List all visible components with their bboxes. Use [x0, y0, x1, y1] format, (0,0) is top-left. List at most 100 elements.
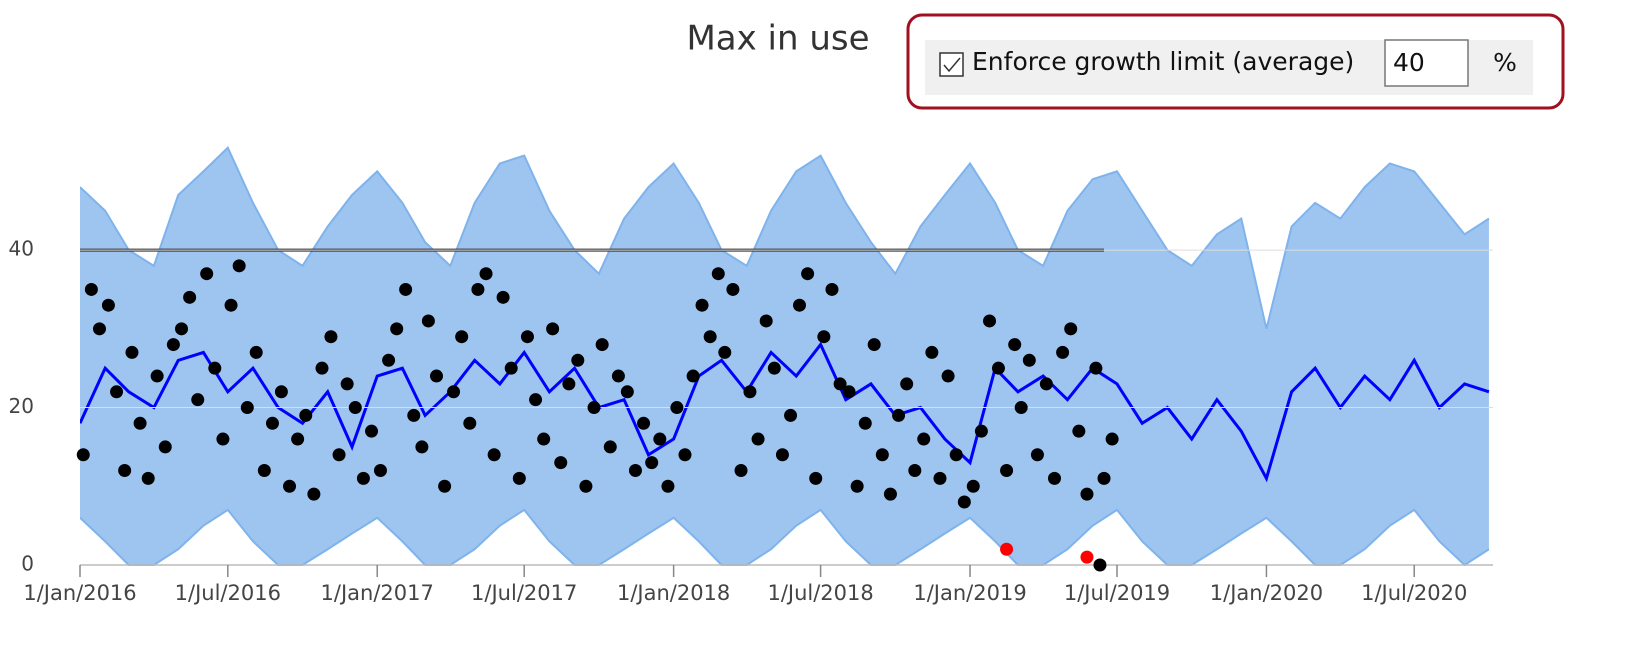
y-tick-label: 20 — [9, 394, 34, 418]
checkbox-label: Enforce growth limit (average) — [972, 47, 1354, 76]
data-point — [949, 448, 963, 462]
data-point — [653, 432, 667, 446]
data-point — [110, 385, 124, 399]
data-point — [645, 456, 659, 470]
x-tick-label: 1/Jan/2018 — [617, 581, 730, 605]
data-point — [92, 322, 106, 336]
data-point — [1080, 550, 1094, 564]
data-point — [966, 479, 980, 493]
data-point — [875, 448, 889, 462]
data-point — [670, 401, 684, 415]
data-point — [767, 361, 781, 375]
data-point — [784, 408, 798, 422]
data-point — [1039, 377, 1053, 391]
data-point — [695, 298, 709, 312]
x-tick-label: 1/Jan/2017 — [321, 581, 434, 605]
data-point — [455, 330, 469, 344]
data-point — [365, 424, 379, 438]
data-point — [348, 401, 362, 415]
data-point — [307, 487, 321, 501]
data-point — [833, 377, 847, 391]
data-point — [529, 393, 543, 407]
data-point — [1047, 471, 1061, 485]
limit-input[interactable] — [1384, 39, 1469, 87]
x-tick-label: 1/Jan/2016 — [23, 581, 136, 605]
data-point — [703, 330, 717, 344]
data-point — [603, 440, 617, 454]
checkbox[interactable] — [939, 52, 964, 77]
data-point — [274, 385, 288, 399]
data-point — [900, 377, 914, 391]
y-tick-label: 0 — [21, 552, 34, 576]
data-point — [974, 424, 988, 438]
data-point — [265, 416, 279, 430]
data-point — [1000, 542, 1014, 556]
data-point — [191, 393, 205, 407]
data-point — [587, 401, 601, 415]
data-point — [520, 330, 534, 344]
plot-area — [80, 146, 1490, 566]
data-point — [166, 338, 180, 352]
data-point — [1022, 353, 1036, 367]
data-point — [283, 479, 297, 493]
x-tick-label: 1/Jul/2016 — [175, 581, 281, 605]
data-point — [678, 448, 692, 462]
data-point — [620, 385, 634, 399]
data-point — [1014, 401, 1028, 415]
data-point — [792, 298, 806, 312]
data-point — [407, 408, 421, 422]
data-point — [125, 345, 139, 359]
range-upper-edge — [80, 146, 1490, 330]
data-point — [208, 361, 222, 375]
data-point — [1008, 338, 1022, 352]
data-point — [825, 282, 839, 296]
data-point — [504, 361, 518, 375]
data-point — [1105, 432, 1119, 446]
data-point — [546, 322, 560, 336]
data-point — [809, 471, 823, 485]
data-point — [463, 416, 477, 430]
x-tick-label: 1/Jan/2019 — [913, 581, 1026, 605]
data-point — [141, 471, 155, 485]
data-point — [957, 495, 971, 509]
data-point — [512, 471, 526, 485]
data-point — [801, 267, 815, 281]
data-point — [775, 448, 789, 462]
data-point — [324, 330, 338, 344]
data-point — [224, 298, 238, 312]
data-point — [479, 267, 493, 281]
data-point — [429, 369, 443, 383]
data-point — [1097, 471, 1111, 485]
data-point — [487, 448, 501, 462]
data-point — [299, 408, 313, 422]
data-point — [421, 314, 435, 328]
data-point — [908, 464, 922, 478]
data-point — [759, 314, 773, 328]
data-point — [332, 448, 346, 462]
data-point — [867, 338, 881, 352]
axes: 0 20 40 1/Jan/2016 1/Jul/2016 1/Jan/2017 1/Jul… — [9, 237, 1493, 605]
data-point — [991, 361, 1005, 375]
data-point — [817, 330, 831, 344]
check-mark — [943, 57, 961, 73]
data-point — [554, 456, 568, 470]
data-point — [1030, 448, 1044, 462]
data-point — [84, 282, 98, 296]
data-point — [628, 464, 642, 478]
data-point — [933, 471, 947, 485]
data-point — [1080, 487, 1094, 501]
data-point — [390, 322, 404, 336]
y-tick-label: 40 — [9, 237, 34, 261]
data-point — [842, 385, 856, 399]
data-point — [291, 432, 305, 446]
data-point — [711, 267, 725, 281]
data-point — [1093, 558, 1107, 572]
data-point — [1064, 322, 1078, 336]
data-point — [595, 338, 609, 352]
data-point — [382, 353, 396, 367]
data-point — [726, 282, 740, 296]
data-point — [850, 479, 864, 493]
data-point — [101, 298, 115, 312]
unit-label: % — [1493, 48, 1517, 77]
